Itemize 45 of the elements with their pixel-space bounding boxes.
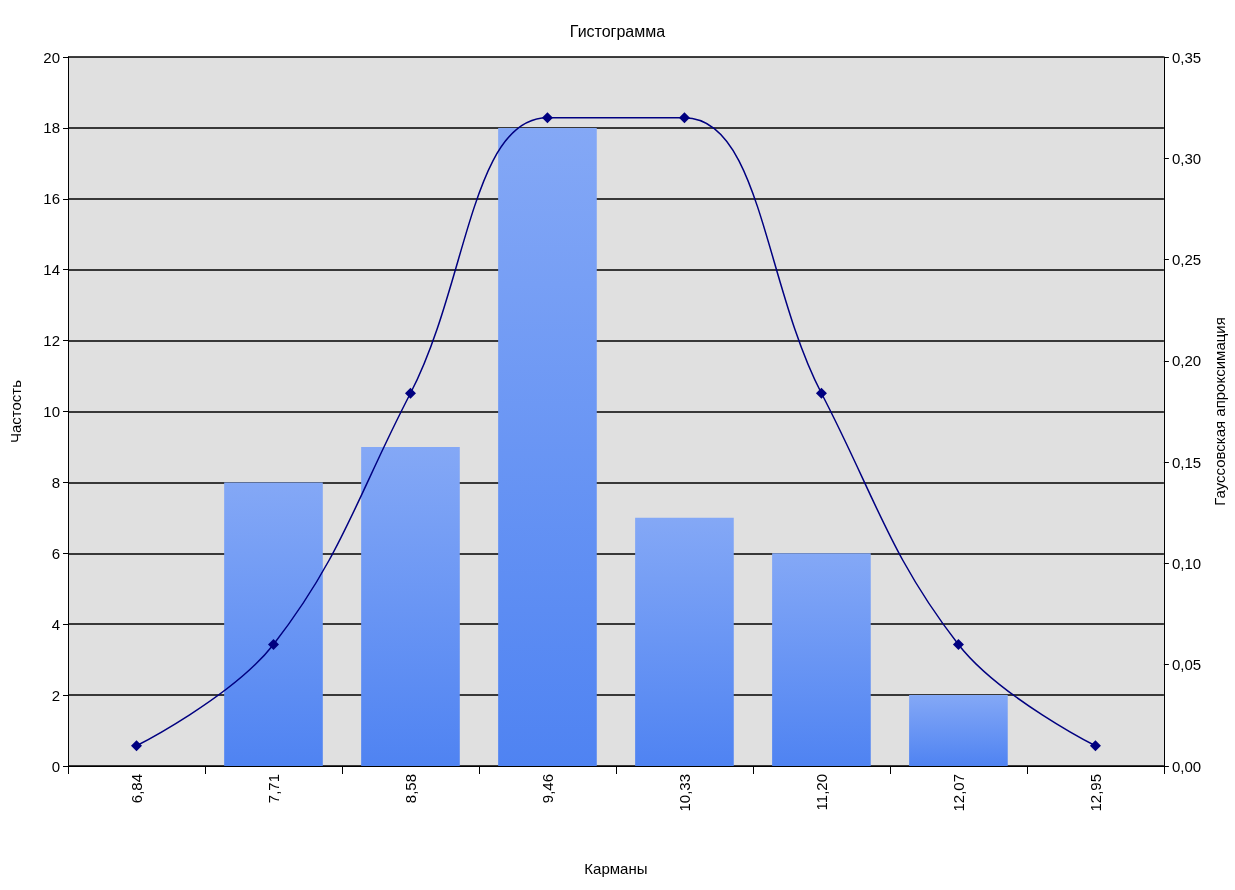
x-tick-label: 7,71 <box>264 774 282 804</box>
y2-tick-label: 0,20 <box>1171 352 1202 370</box>
bar <box>498 127 597 766</box>
point <box>404 387 416 399</box>
x-tick-label: 11,20 <box>812 774 830 811</box>
y-axis-title: Частость <box>7 379 24 444</box>
y-tick-label: 18 <box>43 119 60 137</box>
y2-tick-label: 0,35 <box>1171 48 1202 66</box>
y-tick-label: 8 <box>51 473 60 491</box>
point <box>815 387 827 399</box>
y-tick-label: 12 <box>43 332 60 350</box>
y-tick-label: 6 <box>51 544 60 562</box>
y2-tick-label: 0,25 <box>1171 251 1202 269</box>
y2-axis-title: Гауссовская апроксимация <box>1211 317 1228 506</box>
y-tick-label: 16 <box>43 190 60 208</box>
bar <box>361 446 460 766</box>
y-tick-label: 14 <box>43 261 60 279</box>
x-tick-label: 10,33 <box>675 774 693 812</box>
point <box>952 638 964 650</box>
x-axis-title: Карманы <box>584 860 648 877</box>
y-tick-label: 4 <box>51 615 60 633</box>
y2-tick-label: 0,05 <box>1171 656 1202 674</box>
point <box>267 638 279 650</box>
point <box>678 112 690 124</box>
y2-tick-label: 0,30 <box>1171 149 1202 167</box>
x-tick-label: 12,07 <box>949 774 967 812</box>
y-tick-label: 20 <box>43 48 60 66</box>
bar <box>772 553 871 766</box>
point <box>541 112 553 124</box>
y2-tick-label: 0,00 <box>1171 757 1202 775</box>
x-tick-label: 6,84 <box>127 774 145 804</box>
y-tick-label: 10 <box>43 403 60 420</box>
y2-tick-label: 0,15 <box>1171 453 1202 471</box>
x-tick-label: 9,46 <box>538 774 556 804</box>
bar <box>635 517 734 766</box>
chart-title: Гистограмма <box>569 22 666 40</box>
point <box>130 740 142 752</box>
y2-tick-label: 0,10 <box>1171 554 1202 572</box>
bar <box>224 482 323 766</box>
x-tick-label: 12,95 <box>1086 774 1104 812</box>
y-tick-label: 0 <box>51 757 60 775</box>
x-tick-label: 8,58 <box>401 774 419 804</box>
bar <box>909 695 1008 766</box>
point <box>1089 740 1101 752</box>
y-tick-label: 2 <box>51 686 60 704</box>
